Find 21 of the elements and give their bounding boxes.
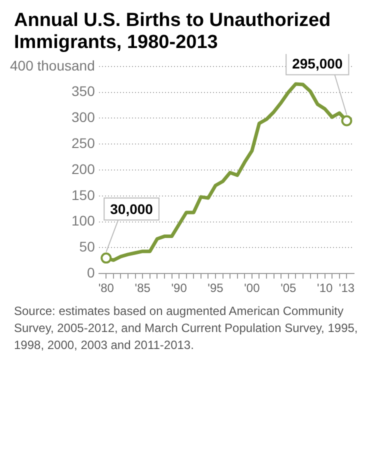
x-tick-label: '05 (280, 281, 297, 296)
y-tick-label: 150 (71, 186, 96, 203)
annotation: 30,000 (110, 200, 154, 217)
y-tick-label: 0 (87, 264, 96, 280)
x-tick-label: '80 (98, 281, 114, 296)
y-tick-label: 350 (71, 83, 96, 100)
x-tick-label: '90 (171, 281, 188, 296)
annotation: 295,000 (292, 56, 343, 72)
y-tick-label: 250 (71, 134, 96, 151)
chart-title: Annual U.S. Births to Unauthorized Immigrants, 1980-2013 (14, 10, 332, 54)
y-tick-label: 50 (79, 238, 96, 255)
source-note: Source: estimates based on augmented American Community Survey, 2005-2012, and March Current Population Survey, 1995, 1998, 2000, 2003 and 2011-2013. (14, 303, 358, 354)
x-tick-label: '10 (317, 281, 333, 296)
y-tick-label: 100 (71, 212, 96, 229)
y-tick-label: 400 thousand (10, 57, 95, 74)
y-tick-label: 300 (71, 109, 96, 126)
x-tick-label: '00 (244, 281, 260, 296)
y-tick-label: 200 (71, 160, 96, 177)
x-tick-label: '13 (338, 281, 355, 296)
x-tick-label: '95 (208, 281, 224, 296)
x-tick-label: '85 (134, 281, 151, 296)
